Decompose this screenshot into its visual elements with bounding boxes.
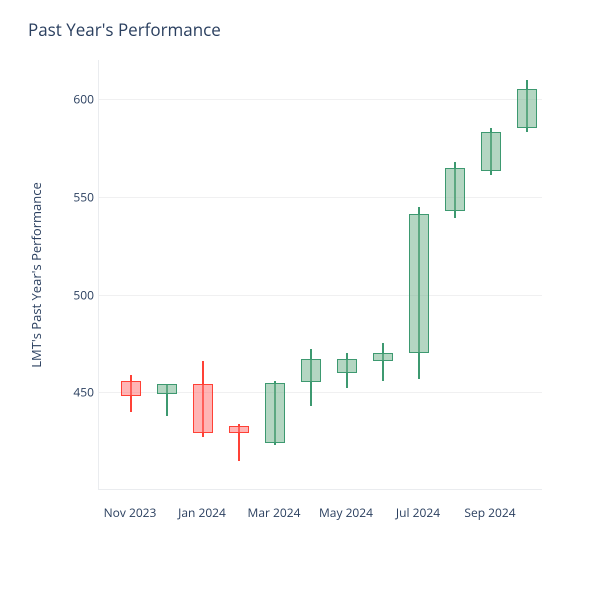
candle-body — [337, 359, 357, 373]
candle-body — [517, 89, 537, 128]
x-tick-label: Jul 2024 — [396, 504, 440, 521]
gridline — [99, 99, 542, 100]
candle-body — [301, 359, 321, 382]
candle-body — [445, 168, 465, 211]
gridline — [99, 295, 542, 296]
candle-body — [481, 132, 501, 171]
x-tick-label: Sep 2024 — [464, 504, 515, 521]
y-tick-label: 450 — [73, 384, 94, 401]
y-tick-label: 600 — [73, 91, 94, 108]
x-tick-label: Jan 2024 — [178, 504, 226, 521]
candle-body — [193, 384, 213, 433]
x-tick-label: Mar 2024 — [248, 504, 301, 521]
y-tick-label: 500 — [73, 286, 94, 303]
x-tick-label: May 2024 — [319, 504, 373, 521]
candle-wick — [382, 343, 384, 380]
candle-body — [373, 353, 393, 361]
y-tick-label: 550 — [73, 188, 94, 205]
candle-body — [157, 384, 177, 394]
plot-area — [98, 60, 542, 490]
candle-body — [229, 426, 249, 434]
chart-title: Past Year's Performance — [28, 18, 221, 41]
candle-body — [121, 381, 141, 397]
x-tick-label: Nov 2023 — [104, 504, 157, 521]
gridline — [99, 197, 542, 198]
candle-body — [409, 214, 429, 353]
y-axis-label: LMT's Past Year's Performance — [27, 182, 45, 368]
candle-body — [265, 383, 285, 444]
candlestick-chart: Past Year's Performance LMT's Past Year'… — [0, 0, 600, 600]
